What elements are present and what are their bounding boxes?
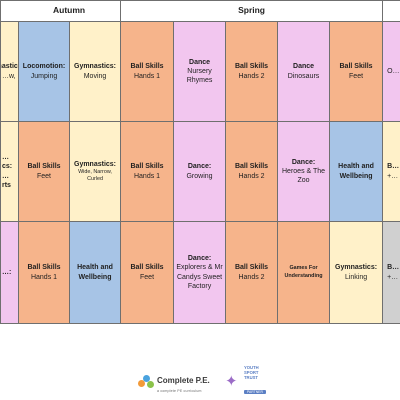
lesson-cell: Ball Skills Feet	[120, 221, 175, 324]
term-header-autumn: Autumn	[0, 0, 122, 22]
lesson-title: Gymnastics:	[335, 264, 378, 272]
youth-sport-trust-logo: ✦ YOUTH SPORT TRUST PARTNER	[225, 365, 266, 398]
lesson-subtitle: Dinosaurs	[287, 72, 320, 80]
star-icon: ✦	[225, 373, 238, 391]
lesson-cell: Ball Skills Hands 2	[225, 221, 279, 324]
partner-line-3: TRUST	[244, 374, 258, 380]
lesson-subtitle: …w,	[2, 72, 16, 80]
lesson-title: Gymnastics:	[1, 63, 18, 71]
lesson-cell: O…	[382, 21, 400, 122]
lesson-title: B…	[387, 264, 400, 272]
lesson-cell: B… +…	[382, 121, 400, 222]
lesson-subtitle: Feet	[140, 273, 155, 281]
lesson-subtitle: Feet	[349, 72, 364, 80]
lesson-cell: Ball Skills Feet	[18, 121, 70, 222]
lesson-subtitle: Growing	[186, 172, 213, 180]
term-header-summer	[382, 0, 400, 22]
lesson-cell: Dance: Explorers & Mr Candys Sweet Facto…	[173, 221, 227, 324]
lesson-subtitle: Linking	[344, 273, 368, 281]
lesson-title: Ball Skills	[27, 264, 61, 272]
complete-pe-mark-icon	[138, 374, 154, 389]
lesson-title: B…	[387, 163, 400, 171]
lesson-title: Locomotion:	[22, 63, 66, 71]
lesson-subtitle: Explorers & Mr Candys Sweet Factory	[176, 264, 223, 290]
lesson-subtitle: Hands 2	[238, 273, 265, 281]
lesson-subtitle: Hands 2	[238, 72, 265, 80]
lesson-subtitle: Nursery Rhymes	[186, 67, 213, 85]
lesson-cell: Games For Understanding	[277, 221, 331, 324]
lesson-cell: …:	[0, 221, 19, 324]
lesson-cell: Dance: Heroes & The Zoo	[277, 121, 331, 222]
term-header-row: Autumn Spring	[0, 0, 400, 22]
lesson-title: Ball Skills	[27, 163, 61, 171]
lesson-cell: Ball Skills Hands 1	[120, 121, 175, 222]
lesson-cell: Ball Skills Hands 2	[225, 121, 279, 222]
lesson-cell: Health and Wellbeing	[68, 221, 122, 324]
term-header-spring: Spring	[120, 0, 384, 22]
lesson-subtitle: Moving	[83, 72, 107, 80]
lesson-subtitle: +…	[387, 172, 399, 180]
lesson-title: …:	[2, 268, 12, 276]
lesson-cell: Dance Nursery Rhymes	[173, 21, 227, 122]
lesson-subtitle: Jumping	[30, 72, 58, 80]
lesson-cell: Gymnastics: Wide, Narrow, Curled	[68, 121, 122, 222]
year-row-1: Gymnastics: …w, Locomotion: Jumping Gymn…	[0, 21, 400, 122]
lesson-title: Dance	[293, 63, 315, 71]
lesson-title: Games For Understanding	[284, 265, 323, 279]
brand-name: Complete P.E.	[157, 376, 210, 385]
lesson-subtitle: +…	[387, 273, 399, 281]
lesson-cell: Gymnastics: …w,	[0, 21, 19, 122]
lesson-title: Ball Skills	[234, 63, 269, 71]
lesson-subtitle: Hands 1	[133, 72, 161, 80]
lesson-title: Gymnastics:	[74, 160, 117, 168]
lesson-subtitle: O…	[387, 67, 400, 75]
lesson-cell: Dance: Growing	[173, 121, 227, 222]
lesson-subtitle: Hands 1	[133, 172, 161, 180]
lesson-cell: Ball Skills Hands 1	[18, 221, 70, 324]
lesson-cell: Gymnastics: Moving	[68, 21, 122, 122]
year-row-3: …: Ball Skills Hands 1 Health and Wellbe…	[0, 221, 400, 324]
footer: Complete P.E. a complete PE curriculum ✦…	[0, 322, 400, 400]
lesson-subtitle: Wide, Narrow, Curled	[78, 169, 112, 183]
lesson-cell: Gymnastics: Linking	[329, 221, 384, 324]
lesson-title: Health and Wellbeing	[338, 163, 374, 180]
lesson-title: …cs:	[2, 154, 13, 171]
lesson-cell: B… +…	[382, 221, 400, 324]
lesson-title: Dance	[189, 58, 211, 66]
lesson-title: Dance:	[187, 163, 212, 171]
lesson-subtitle: Heroes & The Zoo	[282, 167, 326, 185]
lesson-subtitle: Feet	[36, 172, 51, 180]
partner-line-2: SPORT	[244, 369, 259, 375]
lesson-cell: Ball Skills Feet	[329, 21, 384, 122]
lesson-cell: Locomotion: Jumping	[18, 21, 70, 122]
lesson-title: Dance:	[291, 158, 316, 166]
lesson-title: Health and Wellbeing	[77, 264, 113, 281]
lesson-title: Ball Skills	[130, 264, 164, 272]
lesson-title: Gymnastics:	[74, 63, 117, 71]
brand-tagline: a complete PE curriculum	[157, 389, 202, 393]
lesson-title: Ball Skills	[130, 63, 164, 71]
curriculum-table: Autumn Spring Gymnastics: …w, Locomotion…	[0, 0, 400, 324]
lesson-title: Ball Skills	[234, 163, 269, 171]
partner-line-1: YOUTH	[244, 365, 259, 370]
partner-badge: PARTNER	[244, 390, 266, 395]
lesson-subtitle: Hands 2	[238, 172, 265, 180]
lesson-subtitle: Hands 1	[30, 273, 58, 281]
year-row-2: …cs: …rts Ball Skills Feet Gymnastics: W…	[0, 121, 400, 222]
complete-pe-logo: Complete P.E. a complete PE curriculum	[138, 370, 210, 393]
lesson-cell: Ball Skills Hands 2	[225, 21, 279, 122]
lesson-title: Ball Skills	[130, 163, 164, 171]
lesson-title: Ball Skills	[234, 264, 269, 272]
lesson-title: Ball Skills	[339, 63, 373, 71]
lesson-cell: Health and Wellbeing	[329, 121, 384, 222]
lesson-cell: …cs: …rts	[0, 121, 19, 222]
lesson-cell: Dance Dinosaurs	[277, 21, 331, 122]
lesson-subtitle: …rts	[2, 172, 11, 189]
lesson-title: Dance:	[187, 255, 212, 263]
lesson-cell: Ball Skills Hands 1	[120, 21, 175, 122]
